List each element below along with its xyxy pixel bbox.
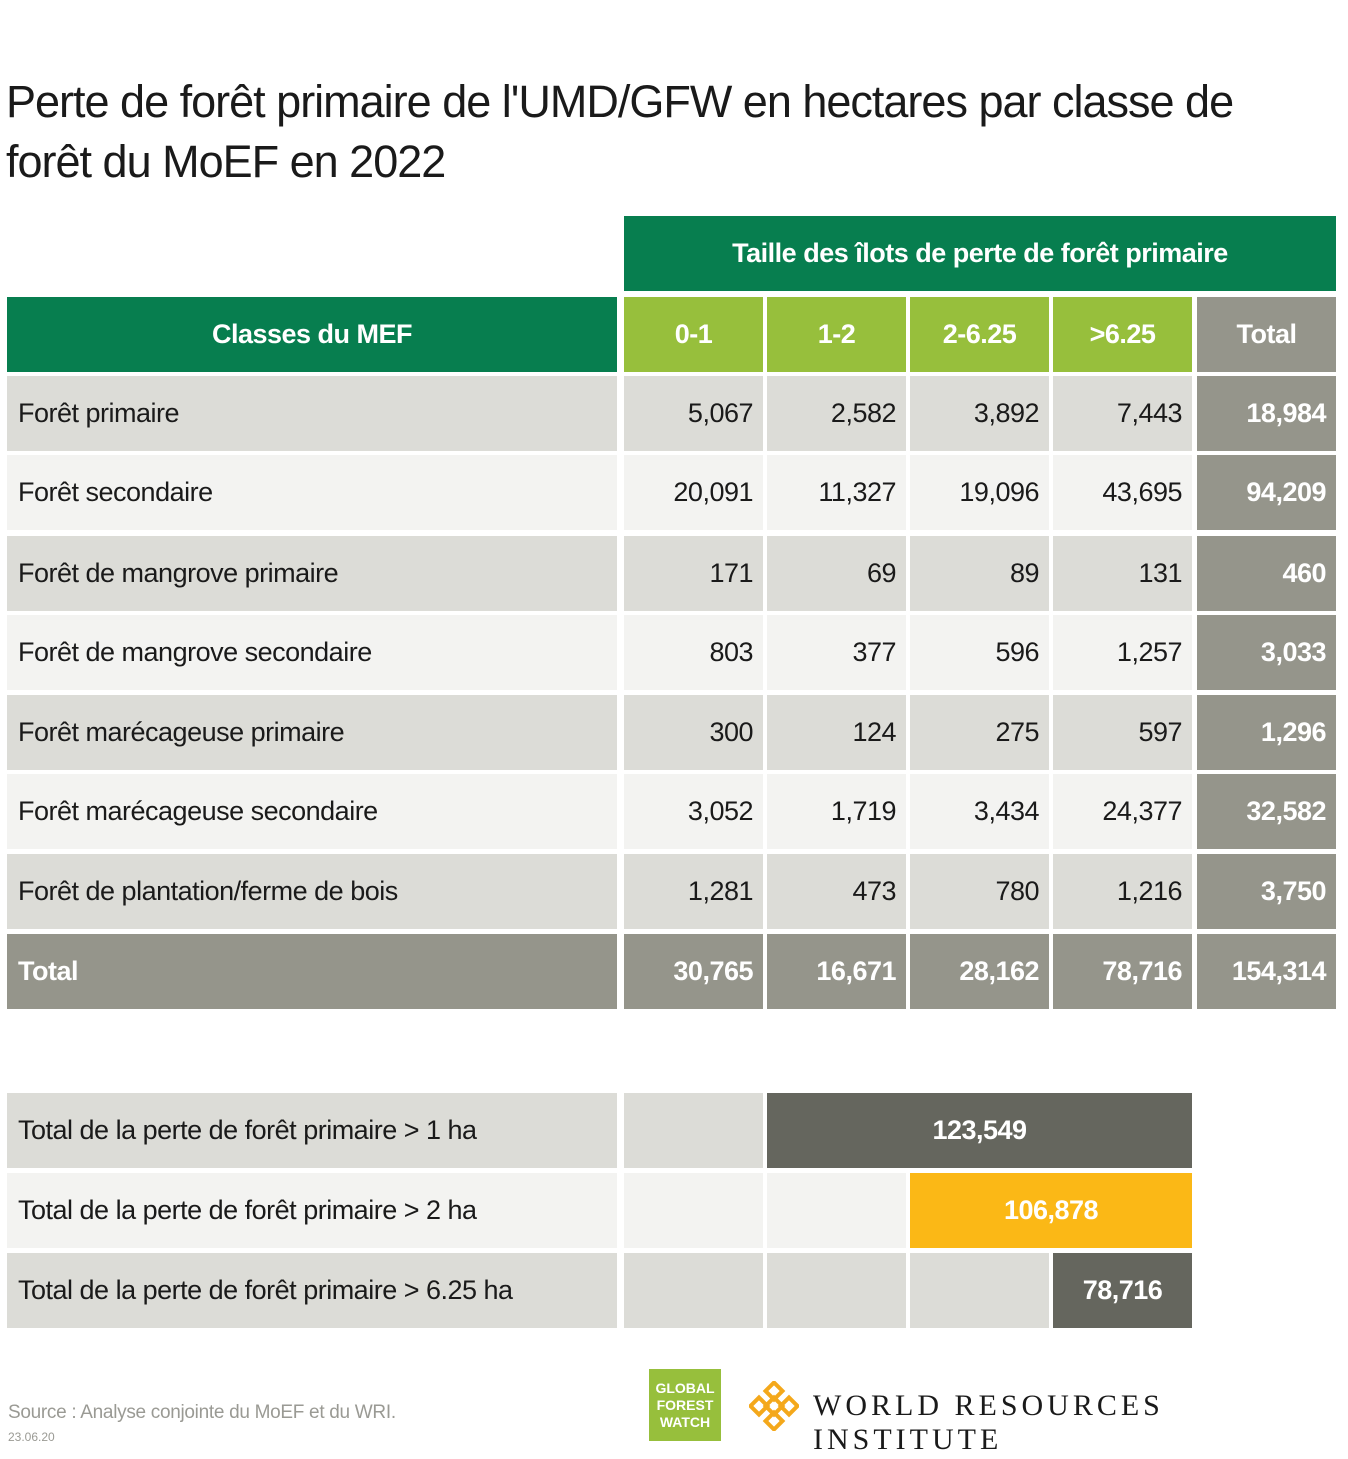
table-cell: 131 [1053, 536, 1192, 611]
gfw-logo-line: GLOBAL [655, 1379, 715, 1396]
row-label: Forêt de mangrove secondaire [7, 615, 617, 690]
table-cell: 171 [624, 536, 763, 611]
summary-blank-cell [624, 1093, 763, 1168]
table-cell: 473 [767, 854, 906, 929]
row-label: Forêt secondaire [7, 455, 617, 530]
table-cell: 43,695 [1053, 455, 1192, 530]
source-note: Source : Analyse conjointe du MoEF et du… [8, 1402, 396, 1423]
total-row-label: Total [7, 934, 617, 1009]
wri-logo-text: WORLD RESOURCES INSTITUTE [813, 1389, 1164, 1456]
table-cell: 377 [767, 615, 906, 690]
table-cell: 7,443 [1053, 376, 1192, 451]
gfw-logo-line: FOREST [656, 1396, 714, 1413]
row-total-cell: 18,984 [1197, 376, 1336, 451]
summary-blank-cell [910, 1253, 1049, 1328]
column-header: 2-6.25 [910, 297, 1049, 372]
summary-value: 106,878 [910, 1173, 1192, 1248]
row-header: Classes du MEF [7, 297, 617, 372]
table-cell: 89 [910, 536, 1049, 611]
table-cell: 1,719 [767, 774, 906, 849]
total-row-cell: 30,765 [624, 934, 763, 1009]
table-cell: 803 [624, 615, 763, 690]
total-row-cell: 16,671 [767, 934, 906, 1009]
table-cell: 20,091 [624, 455, 763, 530]
gfw-logo: GLOBAL FOREST WATCH [649, 1369, 721, 1441]
summary-label: Total de la perte de forêt primaire > 1 … [7, 1093, 617, 1168]
group-header: Taille des îlots de perte de forêt prima… [624, 216, 1336, 291]
row-total-cell: 94,209 [1197, 455, 1336, 530]
table-cell: 3,434 [910, 774, 1049, 849]
table-cell: 11,327 [767, 455, 906, 530]
table-cell: 1,257 [1053, 615, 1192, 690]
total-row-cell: 28,162 [910, 934, 1049, 1009]
column-header: 0-1 [624, 297, 763, 372]
chart-title: Perte de forêt primaire de l'UMD/GFW en … [6, 76, 1234, 187]
table-cell: 597 [1053, 695, 1192, 770]
summary-label: Total de la perte de forêt primaire > 2 … [7, 1173, 617, 1248]
table-cell: 3,892 [910, 376, 1049, 451]
table-cell: 780 [910, 854, 1049, 929]
row-total-cell: 3,750 [1197, 854, 1336, 929]
row-total-cell: 460 [1197, 536, 1336, 611]
column-header: >6.25 [1053, 297, 1192, 372]
summary-blank-cell [767, 1173, 906, 1248]
row-label: Forêt marécageuse primaire [7, 695, 617, 770]
summary-blank-cell [624, 1173, 763, 1248]
row-total-cell: 3,033 [1197, 615, 1336, 690]
table-cell: 5,067 [624, 376, 763, 451]
row-total-cell: 1,296 [1197, 695, 1336, 770]
table-cell: 300 [624, 695, 763, 770]
summary-label: Total de la perte de forêt primaire > 6.… [7, 1253, 617, 1328]
row-label: Forêt marécageuse secondaire [7, 774, 617, 849]
date-note: 23.06.20 [8, 1430, 55, 1444]
gfw-logo-line: WATCH [659, 1413, 711, 1430]
row-total-cell: 32,582 [1197, 774, 1336, 849]
summary-value: 78,716 [1053, 1253, 1192, 1328]
total-row-cell: 78,716 [1053, 934, 1192, 1009]
summary-blank-cell [624, 1253, 763, 1328]
table-cell: 596 [910, 615, 1049, 690]
row-label: Forêt primaire [7, 376, 617, 451]
table-cell: 2,582 [767, 376, 906, 451]
table-cell: 124 [767, 695, 906, 770]
column-header: Total [1197, 297, 1336, 372]
table-cell: 3,052 [624, 774, 763, 849]
summary-value: 123,549 [767, 1093, 1192, 1168]
table-cell: 24,377 [1053, 774, 1192, 849]
table-cell: 275 [910, 695, 1049, 770]
row-label: Forêt de mangrove primaire [7, 536, 617, 611]
table-cell: 1,281 [624, 854, 763, 929]
wri-logo-icon [749, 1381, 799, 1431]
total-row-cell: 154,314 [1197, 934, 1336, 1009]
table-cell: 1,216 [1053, 854, 1192, 929]
row-label: Forêt de plantation/ferme de bois [7, 854, 617, 929]
table-cell: 69 [767, 536, 906, 611]
column-header: 1-2 [767, 297, 906, 372]
table-cell: 19,096 [910, 455, 1049, 530]
summary-blank-cell [767, 1253, 906, 1328]
